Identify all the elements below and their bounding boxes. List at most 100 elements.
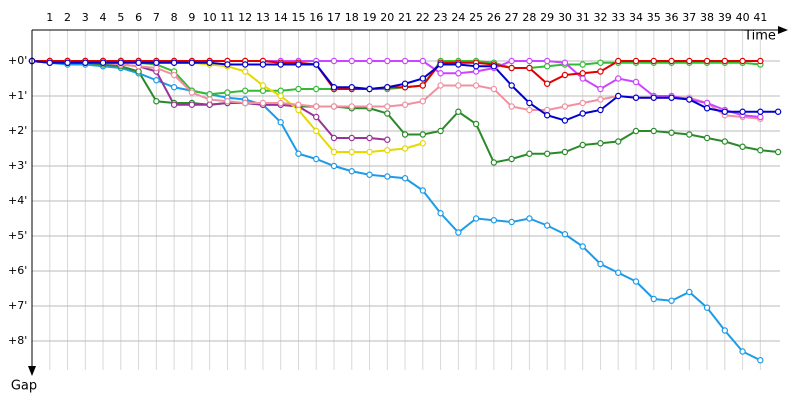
data-point: [277, 119, 284, 126]
data-point: [401, 101, 409, 108]
data-point: [597, 106, 604, 114]
data-point: [472, 215, 480, 222]
y-tick-label: +6': [8, 264, 27, 277]
data-point: [543, 106, 551, 114]
data-point: [384, 173, 391, 180]
data-point: [295, 150, 302, 157]
data-point: [561, 117, 569, 124]
x-tick-label: 29: [540, 11, 554, 24]
x-tick-label: 30: [558, 11, 572, 24]
data-point: [366, 171, 373, 178]
data-point: [224, 98, 231, 105]
data-point: [508, 57, 515, 65]
data-point: [472, 68, 480, 75]
data-point: [330, 84, 338, 91]
data-point: [543, 112, 551, 119]
data-point: [632, 278, 640, 285]
data-point: [384, 57, 391, 65]
data-point: [739, 143, 746, 150]
data-point: [330, 162, 338, 170]
x-tick-label: 37: [682, 11, 696, 24]
data-point: [632, 57, 640, 65]
data-point: [259, 61, 267, 68]
data-point: [437, 210, 444, 217]
data-point: [508, 155, 515, 163]
data-point: [455, 82, 462, 89]
data-point: [188, 101, 196, 108]
data-point: [490, 85, 498, 93]
data-point: [419, 75, 427, 82]
data-point: [543, 63, 551, 70]
data-point: [455, 61, 462, 68]
y-tick-label: +8': [8, 334, 27, 347]
data-point: [401, 80, 409, 87]
data-point: [206, 59, 213, 66]
data-point: [46, 59, 53, 66]
x-tick-label: 19: [363, 11, 377, 24]
data-point: [543, 80, 551, 87]
data-point: [632, 78, 640, 86]
data-point: [348, 134, 355, 142]
data-point: [579, 70, 586, 77]
y-tick-label: +0': [8, 54, 27, 67]
data-point: [401, 175, 409, 182]
data-point: [224, 61, 231, 68]
x-axis-label: Time: [743, 29, 776, 44]
data-point: [703, 134, 711, 142]
data-point: [632, 127, 640, 135]
data-point: [384, 147, 391, 154]
data-point: [82, 59, 89, 66]
data-point: [384, 136, 391, 143]
data-point: [170, 101, 178, 108]
y-tick-label: +1': [8, 89, 27, 102]
x-tick-label: 22: [416, 11, 430, 24]
data-point: [650, 127, 657, 135]
data-point: [117, 59, 125, 66]
data-point: [277, 99, 284, 107]
data-point: [384, 110, 391, 117]
data-point: [543, 222, 551, 229]
data-point: [277, 92, 284, 100]
plot: [28, 57, 782, 364]
data-point: [295, 106, 302, 114]
data-point: [579, 75, 586, 82]
x-tick-label: 32: [593, 11, 607, 24]
data-point: [757, 57, 764, 65]
data-point: [419, 57, 427, 65]
data-point: [135, 59, 142, 66]
x-tick-label: 34: [629, 11, 643, 24]
data-point: [739, 348, 746, 355]
data-point: [721, 327, 729, 334]
data-point: [490, 217, 498, 224]
data-point: [739, 108, 746, 115]
data-point: [330, 148, 338, 156]
data-point: [437, 82, 444, 89]
data-point: [472, 120, 480, 128]
data-point: [135, 68, 142, 75]
data-point: [170, 84, 178, 91]
data-point: [490, 63, 498, 70]
data-point: [224, 89, 231, 96]
data-point: [561, 148, 569, 156]
data-point: [526, 64, 533, 72]
data-point: [543, 150, 551, 157]
data-point: [206, 91, 213, 98]
data-point: [597, 68, 604, 75]
data-point: [472, 82, 480, 89]
data-point: [721, 108, 729, 115]
data-point: [330, 134, 338, 142]
data-point: [579, 99, 586, 107]
x-tick-label: 21: [398, 11, 412, 24]
data-point: [686, 288, 693, 296]
data-point: [153, 77, 160, 84]
data-point: [703, 57, 711, 65]
data-point: [295, 85, 302, 93]
x-tick-label: 18: [345, 11, 359, 24]
data-point: [348, 103, 355, 110]
x-tick-label: 25: [469, 11, 483, 24]
data-point: [259, 87, 267, 94]
data-point: [561, 71, 569, 79]
x-tick-label: 36: [665, 11, 679, 24]
data-point: [419, 98, 427, 105]
